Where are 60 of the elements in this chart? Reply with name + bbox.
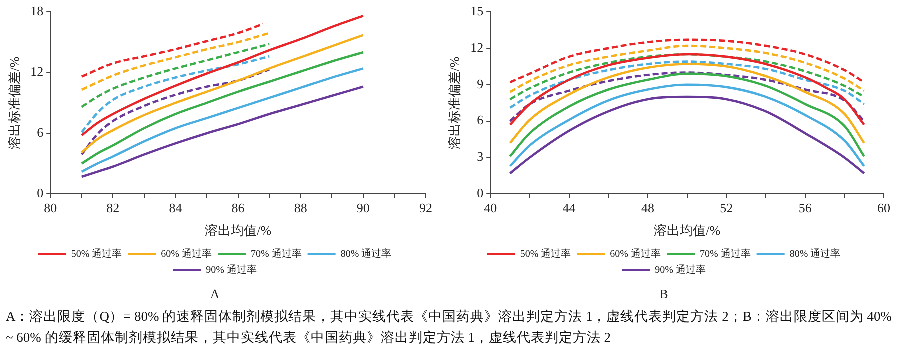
y-tick-label: 12	[30, 64, 44, 80]
legend-label: 60% 通过率	[161, 248, 212, 260]
legend-label: 50% 通过率	[520, 248, 572, 260]
line-series	[80, 51, 365, 165]
x-axis-title: 溶出均值/%	[654, 223, 721, 238]
legend-label: 50% 通过率	[71, 248, 122, 260]
line-series	[80, 43, 271, 108]
line-series	[80, 22, 264, 78]
line-series	[80, 86, 365, 178]
x-tick-label: 52	[720, 200, 734, 216]
legend-label: 80% 通过率	[340, 248, 392, 260]
x-tick-label: 60	[878, 200, 890, 216]
y-tick-label: 18	[30, 3, 44, 18]
y-axis-title: 溶出标准偏差/%	[7, 56, 22, 150]
y-tick-label: 6	[477, 112, 484, 128]
x-tick-label: 40	[484, 200, 498, 216]
x-tick-label: 82	[106, 200, 120, 216]
line-series	[80, 34, 365, 154]
x-tick-label: 90	[356, 200, 370, 216]
x-tick-label: 56	[798, 200, 812, 216]
x-tick-label: 44	[562, 200, 576, 216]
y-tick-label: 3	[477, 149, 484, 164]
text: A	[210, 286, 220, 302]
y-tick-label: 12	[470, 40, 484, 55]
y-tick-label: 6	[37, 124, 44, 140]
legend-label: 90% 通过率	[206, 264, 257, 276]
x-tick-label: 84	[169, 200, 183, 216]
x-tick-label: 88	[294, 200, 308, 216]
line-series	[509, 60, 866, 110]
line-series	[80, 68, 365, 174]
y-tick-label: 15	[470, 3, 484, 18]
x-axis-title: 溶出均值/%	[205, 223, 272, 238]
legend-label: 90% 通过率	[655, 264, 706, 276]
line-series	[509, 96, 866, 175]
y-axis-title: 溶出标准偏差/%	[447, 56, 462, 150]
line-series	[80, 32, 271, 92]
line-series	[509, 53, 866, 101]
legend-label: 70% 通过率	[700, 248, 751, 260]
line-series	[509, 44, 866, 94]
x-tick-label: 92	[420, 200, 432, 216]
line-series	[80, 55, 271, 134]
legend-label: 70% 通过率	[251, 248, 302, 260]
line-series	[509, 38, 866, 84]
x-tick-label: 80	[44, 200, 58, 216]
line-series	[80, 68, 271, 156]
line-series	[509, 53, 866, 126]
y-tick-label: 0	[477, 186, 484, 201]
line-series	[509, 84, 866, 168]
x-tick-label: 86	[232, 200, 246, 216]
line-series	[509, 72, 866, 158]
x-tick-label: 48	[641, 200, 654, 216]
line-series	[80, 14, 365, 137]
line-series	[509, 63, 866, 144]
y-tick-label: 9	[477, 76, 484, 92]
text: A：溶出限度（Q）= 80% 的速释固体制剂模拟结果，其中实线代表《中国药典》溶出判定方法 1，虚线代表判定方法 2；B：溶出限度区间为 40% ~ 60% 的缓释固体制剂模拟结果，其中实线代表《中国药典》溶出判定方法 1，虚线代表判定方法 2	[6, 308, 893, 347]
legend-label: 80% 通过率	[790, 248, 841, 260]
y-tick-label: 0	[37, 186, 44, 201]
legend-label: 60% 通过率	[610, 248, 662, 260]
text: B	[660, 286, 669, 302]
line-series	[509, 72, 866, 122]
